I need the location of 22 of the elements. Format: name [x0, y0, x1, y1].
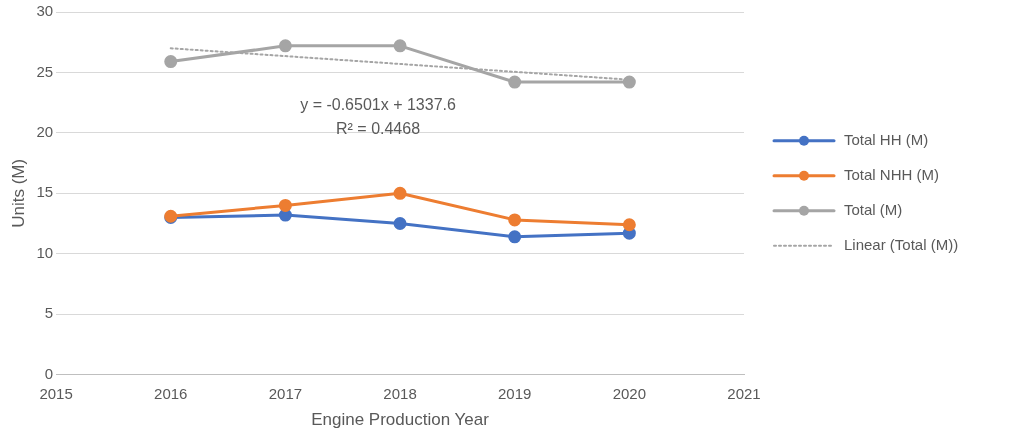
x-tick-label: 2018	[383, 384, 417, 402]
y-axis-title: Units (M)	[8, 158, 28, 228]
y-tick-label: 30	[36, 2, 54, 20]
annotation: R² = 0.4468	[336, 119, 421, 137]
y-tick-label: 10	[36, 243, 54, 261]
x-tick-label: 2021	[727, 384, 761, 402]
x-tick-label: 2019	[498, 384, 532, 402]
legend-label: Total HH (M)	[844, 130, 929, 148]
x-axis-title: Engine Production Year	[311, 410, 490, 430]
x-tick-label: 2017	[268, 384, 303, 402]
x-tick-label: 2015	[39, 384, 73, 402]
y-tick-label: 0	[44, 364, 54, 382]
x-tick-label: 2020	[612, 384, 647, 402]
legend-label: Total NHH (M)	[844, 165, 940, 183]
legend-label: Linear (Total (M))	[844, 235, 959, 253]
x-tick-label: 2016	[154, 384, 188, 402]
y-tick-label: 20	[36, 123, 54, 141]
y-tick-label: 15	[36, 183, 54, 201]
y-tick-label: 5	[44, 304, 54, 322]
legend-label: Total (M)	[844, 200, 903, 218]
y-tick-label: 25	[36, 62, 54, 80]
annotation: y = -0.6501x + 1337.6	[300, 95, 456, 113]
